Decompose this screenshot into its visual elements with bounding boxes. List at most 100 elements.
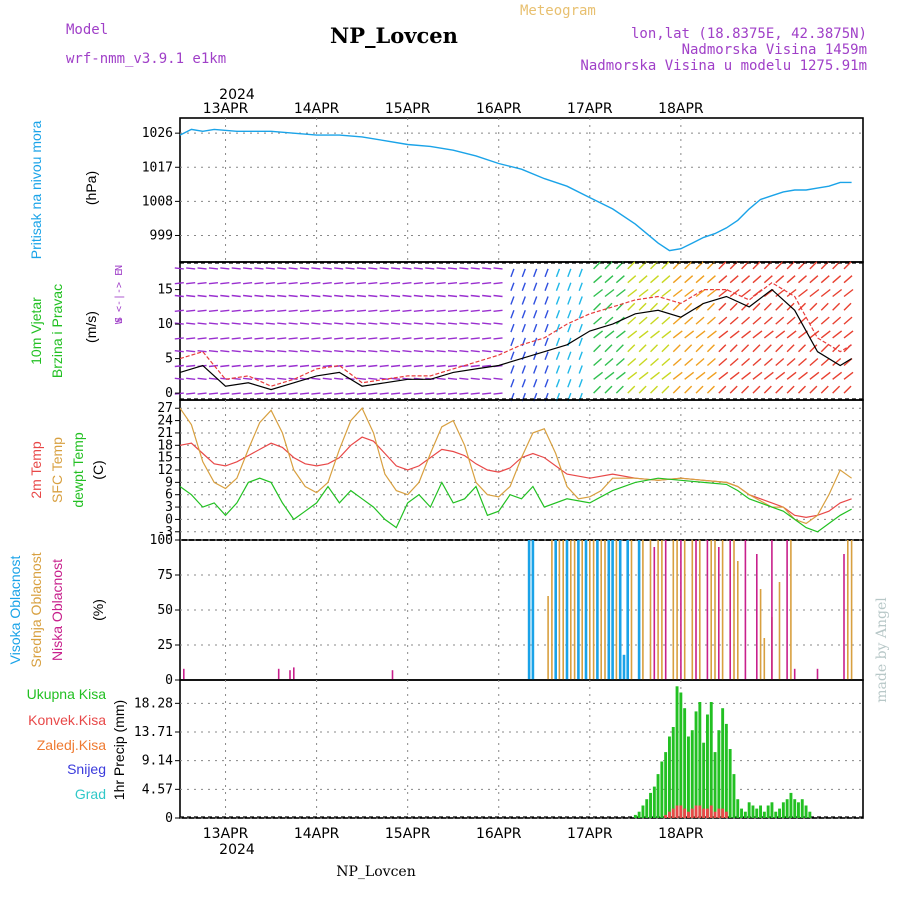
wind-arrow	[425, 322, 435, 325]
bar	[664, 540, 667, 680]
wind-arrow	[413, 267, 423, 270]
bar	[683, 708, 687, 818]
wind-arrow	[322, 337, 332, 340]
wind-arrow	[482, 377, 492, 380]
clouds-ytick-label: 25	[157, 638, 173, 653]
wind-arrow	[741, 344, 750, 353]
wind-arrow	[436, 282, 446, 285]
bar	[724, 723, 728, 818]
wind-arrow	[447, 377, 458, 380]
wind-arrow	[809, 302, 818, 311]
wind-arrow	[578, 296, 583, 305]
wind-arrow	[208, 267, 219, 270]
wind-arrow	[254, 337, 264, 340]
precipitation-ytick-label: 4.57	[142, 782, 173, 797]
bar	[843, 554, 845, 680]
wind-arrow	[254, 294, 264, 298]
wind-arrow	[593, 371, 604, 380]
wind-arrow	[627, 261, 636, 270]
bar	[706, 540, 709, 680]
clouds-panel: 0 25 50 75 100 Visoka Oblacnost Srednja Oblacn…	[7, 533, 864, 688]
bar	[698, 805, 702, 818]
wind-arrow	[718, 344, 727, 353]
wind-arrow	[684, 302, 693, 311]
top-day-label: 16APR	[476, 101, 522, 117]
wind-arrow	[650, 357, 659, 367]
precipitation-ytick-label: 9.14	[142, 754, 173, 769]
wind-arrow	[775, 302, 784, 311]
pressure-frame	[179, 117, 864, 263]
wind-arrow	[718, 385, 727, 394]
wind-arrow	[391, 282, 401, 285]
wind-arrow	[254, 377, 264, 380]
bar	[698, 702, 702, 818]
bottom-day-label: 15APR	[385, 826, 431, 842]
bar	[589, 540, 591, 680]
wind-arrow	[638, 330, 649, 339]
year-bottom: 2024	[219, 842, 255, 858]
bottom-day-label: 16APR	[476, 826, 522, 842]
bar	[554, 540, 557, 680]
wind-arrow	[402, 364, 412, 368]
bar	[615, 540, 618, 680]
wind-arrow	[533, 310, 538, 319]
bar	[672, 540, 675, 680]
wind-arrow	[533, 268, 538, 278]
wind-arrow	[356, 267, 367, 270]
temperature-ytick-label: 3	[165, 500, 173, 515]
wind-arrow	[763, 302, 772, 311]
wind-arrow	[798, 275, 807, 284]
wind-series-speed	[179, 288, 852, 391]
wind-arrow	[243, 309, 253, 312]
wind-arrow	[299, 364, 310, 368]
bar	[732, 774, 736, 818]
wind-arrow	[311, 350, 321, 353]
wind-arrow	[741, 288, 752, 298]
wind-arrow	[186, 392, 196, 395]
wind-arrow	[459, 322, 469, 325]
wind-arrow	[413, 282, 423, 285]
wind-arrow	[510, 323, 515, 333]
wind-arrow	[695, 344, 704, 353]
bottom-day-label: 14APR	[294, 826, 340, 842]
bar	[611, 540, 614, 680]
wind-arrow	[567, 310, 572, 319]
bar	[717, 730, 721, 818]
wind-arrow	[684, 275, 694, 284]
wind-arrow	[752, 261, 761, 270]
wind-arrow	[729, 330, 740, 339]
temperature-ylabel-1: 2m Temp	[28, 441, 44, 499]
bar	[729, 540, 731, 680]
wind-arrow	[672, 385, 681, 394]
wind-arrow	[459, 377, 469, 380]
wind-arrow	[356, 337, 367, 340]
wind-arrow	[231, 364, 241, 368]
wind-arrow	[311, 364, 321, 368]
wind-arrow	[345, 337, 355, 340]
wind-arrow	[379, 294, 389, 298]
wind-arrow	[277, 282, 287, 285]
wind-arrow	[786, 275, 796, 284]
wind-arrow	[615, 275, 625, 284]
wind-arrow	[299, 294, 310, 298]
wind-arrow	[288, 294, 298, 298]
wind-arrow	[775, 316, 785, 325]
wind-arrow	[402, 309, 412, 312]
wind-arrow	[627, 275, 637, 284]
wind-arrow	[593, 344, 602, 353]
bar	[751, 805, 755, 818]
wind-arrow	[345, 282, 355, 285]
wind-arrow	[402, 322, 412, 325]
precipitation-frame	[179, 679, 864, 819]
bar	[679, 805, 683, 818]
pressure-ylabels: Pritisak na nivou mora (hPa)	[28, 121, 99, 260]
wind-arrow	[832, 385, 841, 394]
wind-arrow	[615, 371, 626, 380]
bar	[781, 802, 785, 818]
wind-arrow	[436, 322, 446, 325]
wind-arrow	[220, 392, 230, 395]
wind-arrow	[311, 309, 321, 312]
wind-arrow	[578, 282, 583, 291]
bar	[584, 540, 588, 680]
wind-arrow	[425, 337, 435, 340]
